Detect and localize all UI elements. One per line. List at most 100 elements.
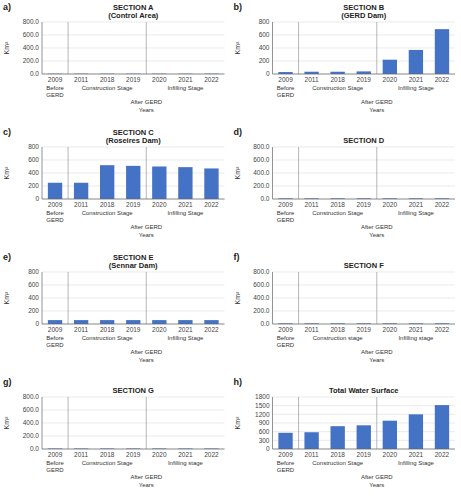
x-tick-label: 2011 [74, 201, 88, 208]
stage-separator [376, 272, 377, 324]
x-tick-label: 2019 [357, 76, 372, 83]
x-tick-label: 2011 [74, 76, 88, 83]
x-tick-label: 2022 [204, 201, 219, 208]
grid-line [42, 48, 225, 49]
x-tick-label: 2009 [278, 76, 293, 83]
x-tick-label: 2022 [435, 201, 450, 208]
y-tick-label: 300 [259, 437, 270, 444]
grid-line [273, 48, 456, 49]
bar [331, 426, 345, 449]
stage-annotation: Construction Stage [82, 85, 134, 91]
bar [178, 320, 192, 324]
y-tick-label: 200.0 [23, 432, 40, 439]
stage-annotation: Construction Stage [82, 460, 134, 466]
x-tick-label: 2020 [152, 451, 167, 458]
y-tick-label: 600.0 [253, 281, 270, 288]
x-tick-label: 2018 [100, 201, 115, 208]
panel-label: g) [3, 377, 12, 387]
grid-line [42, 272, 225, 273]
x-axis [42, 324, 225, 325]
grid-line [273, 423, 456, 424]
x-tick-label: 2009 [278, 451, 293, 458]
stage-separator [146, 272, 147, 324]
y-tick-label: 0.0 [260, 320, 269, 327]
y-tick-label: 0.0 [30, 70, 39, 77]
panel: Total Water Surfaceh)0300600900120015001… [234, 377, 456, 488]
y-axis [272, 147, 273, 199]
bar [100, 165, 114, 199]
x-tick-label: 2011 [305, 76, 319, 83]
x-tick-label: 2009 [48, 201, 63, 208]
grid-line [273, 186, 456, 187]
panel: SECTION A(Control Area)a)0.0200.0400.060… [3, 2, 225, 113]
background [0, 0, 461, 500]
x-axis [42, 74, 225, 75]
bar [152, 320, 166, 324]
x-tick-label: 2009 [278, 326, 293, 333]
bar [357, 425, 371, 449]
x-tick-label: 2021 [178, 326, 193, 333]
grid-line [273, 298, 456, 299]
x-tick-label: 2019 [126, 451, 141, 458]
stage-annotation: Infilling Stage [167, 335, 204, 341]
grid-line [42, 324, 225, 325]
y-tick-label: 0 [35, 320, 39, 327]
y-tick-label: 400.0 [23, 44, 40, 51]
grid-line [273, 272, 456, 273]
stage-annotation: Construction Stage [82, 335, 134, 341]
x-tick-label: 2009 [48, 326, 63, 333]
x-tick-label: 2018 [330, 326, 345, 333]
stage-annotation: After GERD [361, 474, 393, 480]
bar [304, 432, 318, 449]
bar [74, 183, 88, 199]
stage-separator [376, 147, 377, 199]
bars [278, 405, 449, 449]
y-tick-label: 200 [28, 307, 39, 314]
stage-annotation: After GERD [130, 99, 162, 105]
x-axis [273, 449, 456, 450]
bar [48, 320, 62, 324]
panel-label: a) [3, 2, 11, 12]
x-tick-label: 2011 [74, 451, 88, 458]
x-tick-label: 2020 [152, 76, 167, 83]
y-tick-label: 0.0 [260, 195, 269, 202]
bar [383, 60, 397, 74]
grid-line [42, 22, 225, 23]
y-tick-label: 200.0 [23, 57, 40, 64]
y-tick-label: 400 [28, 294, 39, 301]
y-tick-label: 0.0 [30, 445, 39, 452]
y-tick-label: 200 [28, 182, 39, 189]
panel-label: f) [234, 252, 240, 262]
x-tick-label: 2021 [178, 76, 193, 83]
y-tick-label: 0 [35, 195, 39, 202]
x-tick-label: 2009 [278, 201, 293, 208]
figure: SECTION A(Control Area)a)0.0200.0400.060… [0, 0, 461, 500]
title: SECTION F [344, 261, 384, 270]
y-tick-label: 800.0 [253, 268, 270, 275]
x-tick-label: 2018 [100, 76, 115, 83]
stage-separator [298, 272, 299, 324]
stage-annotation: BeforeGERD [277, 210, 295, 223]
bar [178, 167, 192, 199]
bar [278, 433, 292, 449]
y-axis [42, 397, 43, 449]
grid-line [273, 173, 456, 174]
bar [74, 320, 88, 324]
x-tick-label: 2022 [204, 451, 219, 458]
grid-line [273, 160, 456, 161]
stage-annotation: BeforeGERD [277, 460, 295, 473]
y-tick-label: 900 [259, 419, 270, 426]
x-tick-label: 2022 [435, 326, 450, 333]
stage-separator [298, 397, 299, 449]
stage-annotation: BeforeGERD [277, 335, 295, 348]
bar [409, 414, 423, 449]
panel-label: c) [3, 127, 11, 137]
x-tick-label: 2019 [357, 201, 372, 208]
y-axis-label: Km² [3, 291, 10, 305]
y-tick-label: 400.0 [253, 169, 270, 176]
stage-annotation: Years [139, 482, 154, 488]
y-axis-label: Km² [3, 166, 10, 180]
stage-separator [298, 147, 299, 199]
bar [204, 320, 218, 324]
stage-annotation: Years [369, 357, 384, 363]
